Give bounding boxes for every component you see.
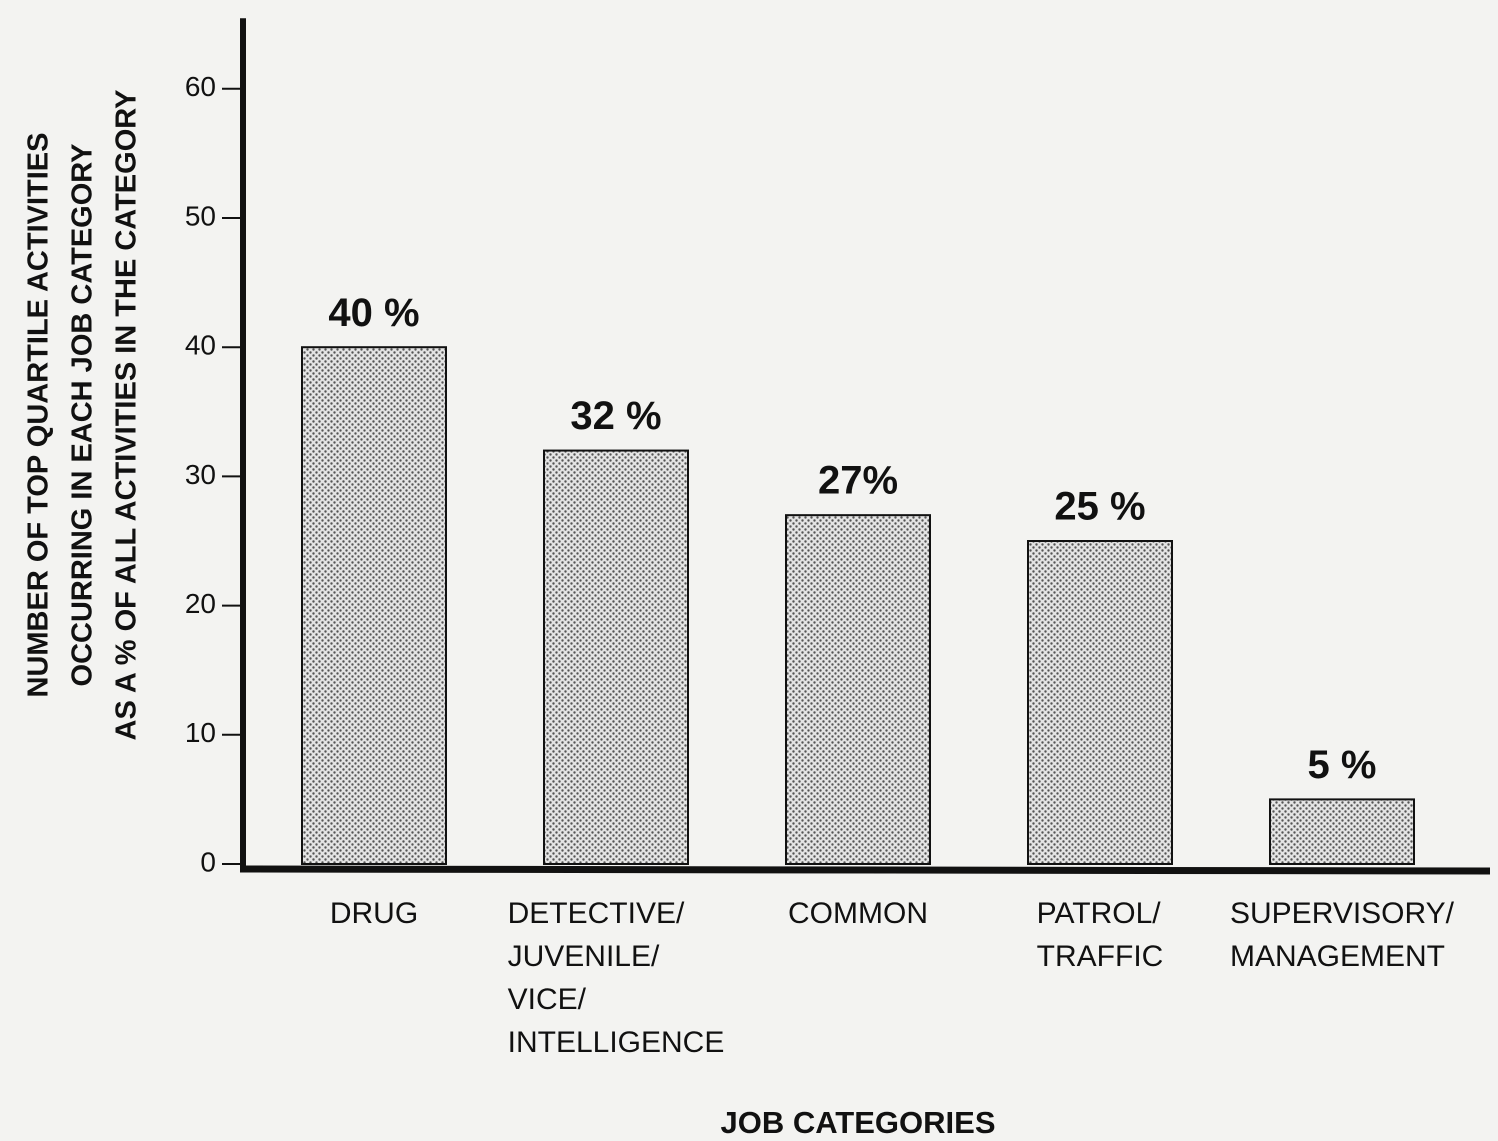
- value-label: 5 %: [1308, 743, 1377, 787]
- value-label: 25 %: [1054, 485, 1145, 529]
- y-tick-label: 50: [185, 200, 216, 231]
- bar: [1027, 540, 1173, 865]
- x-tick-label: DRUG: [330, 897, 418, 930]
- x-tick-label-line: COMMON: [788, 897, 928, 930]
- y-axis-title-line: NUMBER OF TOP QUARTILE ACTIVITIES: [23, 133, 55, 698]
- x-tick-label-line: PATROL/: [1037, 897, 1162, 930]
- value-label: 32 %: [570, 394, 661, 438]
- x-tick-label-line: JUVENILE/: [508, 940, 660, 973]
- x-tick-label: COMMON: [788, 897, 928, 930]
- x-tick-label: SUPERVISORY/MANAGEMENT: [1230, 897, 1455, 973]
- x-tick-label: PATROL/TRAFFIC: [1037, 897, 1164, 973]
- x-tick-label-line: SUPERVISORY/: [1230, 897, 1455, 930]
- bar: [785, 514, 931, 865]
- x-tick-label: DETECTIVE/JUVENILE/VICE/INTELLIGENCE: [508, 897, 725, 1059]
- y-tick-label: 30: [185, 459, 216, 490]
- value-label: 27%: [818, 459, 898, 503]
- bar: [301, 346, 447, 865]
- value-label: 40 %: [328, 291, 419, 335]
- y-tick-label: 40: [185, 330, 216, 361]
- y-tick-label: 20: [185, 588, 216, 619]
- x-tick-label-line: DRUG: [330, 897, 418, 930]
- x-tick-label-line: MANAGEMENT: [1230, 940, 1445, 973]
- x-axis: [239, 865, 1491, 875]
- x-tick-label-line: TRAFFIC: [1037, 940, 1164, 973]
- x-tick-label-line: INTELLIGENCE: [508, 1026, 725, 1059]
- y-tick-label: 10: [185, 717, 216, 748]
- bar: [543, 449, 689, 865]
- y-axis-title: NUMBER OF TOP QUARTILE ACTIVITIES OCCURRI…: [23, 90, 143, 741]
- bar: [1269, 798, 1415, 866]
- y-tick-label: 0: [200, 846, 216, 877]
- y-tick-label: 60: [185, 71, 216, 102]
- x-axis-title: JOB CATEGORIES: [720, 1105, 995, 1140]
- x-tick-label-line: DETECTIVE/: [508, 897, 685, 930]
- y-axis-title-line: AS A % OF ALL ACTIVITIES IN THE CATEGORY: [111, 90, 143, 741]
- x-tick-label-line: VICE/: [508, 983, 587, 1016]
- y-axis-title-line: OCCURRING IN EACH JOB CATEGORY: [67, 144, 99, 687]
